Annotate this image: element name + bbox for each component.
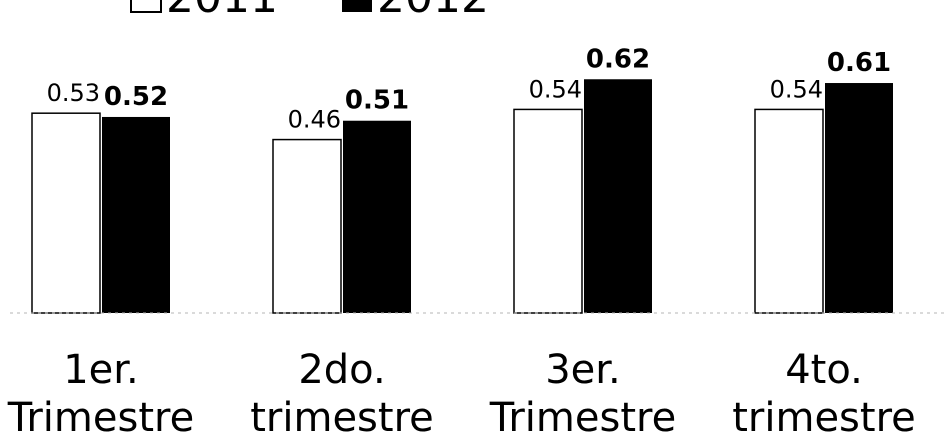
category-label-1-line-1: 1er.: [63, 347, 139, 393]
bar-2012-3: [584, 79, 652, 313]
value-labels: 0.53 0.520.460.51 0.540.620.540.61: [47, 44, 892, 133]
bar-2011-4: [754, 108, 824, 314]
category-label-1-line-2: Trimestre: [7, 395, 194, 439]
legend-swatch-2011: [130, 0, 162, 13]
category-labels: 1er.Trimestre2do.trimestre3er.Trimestre4…: [7, 347, 916, 439]
data-label-2011-2: 0.46: [288, 106, 341, 134]
category-label-2-line-1: 2do.: [298, 347, 385, 393]
bar-2012-1: [102, 116, 170, 314]
data-label-2011-4: 0.54: [770, 75, 823, 103]
category-label-2-line-2: trimestre: [250, 395, 434, 439]
legend-label-2011: 2011: [166, 0, 278, 23]
bar-2011-3: [513, 108, 583, 314]
legend: 2011 2012: [130, 0, 489, 23]
bar-2012-2: [343, 120, 411, 313]
bars: [31, 79, 893, 314]
legend-swatch-2012: [342, 0, 372, 12]
data-label-2012-1: 0.52: [104, 82, 168, 112]
data-label-2012-3: 0.62: [586, 44, 650, 74]
category-label-4-line-2: trimestre: [732, 395, 916, 439]
bar-2011-1: [31, 112, 101, 314]
data-label-2012-2: 0.51: [345, 86, 409, 116]
data-label-2011-3: 0.54: [529, 75, 582, 103]
category-label-4-line-1: 4to.: [785, 347, 863, 393]
data-label-2011-1: 0.53: [47, 79, 100, 107]
category-label-3-line-1: 3er.: [545, 347, 621, 393]
bar-2011-2: [272, 138, 342, 314]
legend-label-2012: 2012: [377, 0, 489, 23]
data-label-2012-4: 0.61: [827, 48, 891, 78]
bar-2012-4: [825, 83, 893, 313]
category-label-3-line-2: Trimestre: [489, 395, 676, 439]
